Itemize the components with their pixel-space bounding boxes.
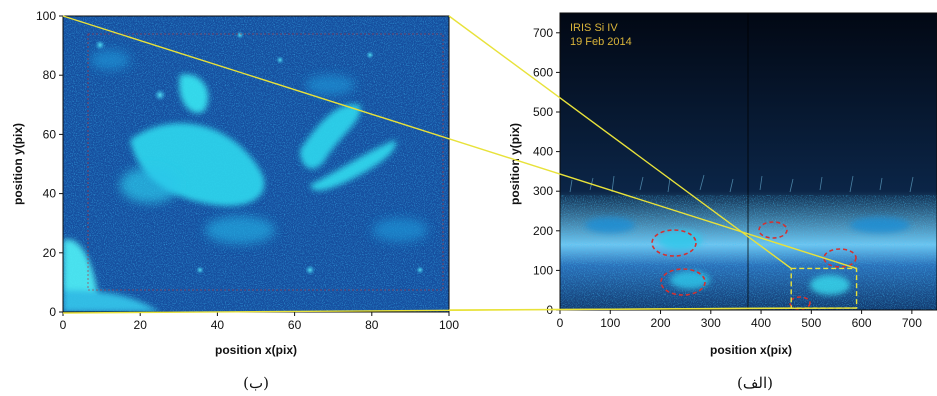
zoom-connector-line <box>448 307 857 311</box>
feature-circle <box>758 221 788 239</box>
x-tick-label: 100 <box>439 318 459 332</box>
zoom-connector-lines <box>62 15 857 314</box>
panel-b-y-label: position y(pix) <box>11 123 25 205</box>
y-tick-label: 700 <box>533 26 553 40</box>
feature-circle <box>789 296 811 310</box>
y-tick-label: 0 <box>49 305 56 319</box>
feature-circle <box>660 268 706 296</box>
x-tick-label: 20 <box>134 318 148 332</box>
x-tick-label: 100 <box>600 316 620 330</box>
instrument-label: IRIS Si IV <box>570 22 618 34</box>
y-tick-label: 100 <box>36 9 56 23</box>
x-tick-label: 700 <box>902 316 922 330</box>
panel-b-x-label: position x(pix) <box>215 343 297 357</box>
y-tick-label: 40 <box>43 187 57 201</box>
panel-b: 0 20 40 60 80 100 0 20 40 60 80 100 position x(pix… <box>11 9 459 357</box>
x-tick-label: 600 <box>852 316 872 330</box>
panel-a: IRIS Si IV 19 Feb 2014 0 100 200 300 400 500 6… <box>508 12 937 357</box>
panel-b-y-ticks: 0 20 40 60 80 100 <box>36 9 63 319</box>
x-tick-label: 40 <box>211 318 225 332</box>
x-tick-label: 400 <box>751 316 771 330</box>
y-tick-label: 500 <box>533 105 553 119</box>
y-tick-label: 200 <box>533 224 553 238</box>
y-tick-label: 60 <box>43 127 57 141</box>
y-tick-label: 80 <box>43 68 57 82</box>
x-tick-label: 300 <box>701 316 721 330</box>
x-tick-label: 0 <box>557 316 564 330</box>
panel-a-y-label: position y(pix) <box>508 123 522 205</box>
x-tick-label: 60 <box>288 318 302 332</box>
panel-a-image: IRIS Si IV 19 Feb 2014 <box>560 13 937 310</box>
x-tick-label: 200 <box>651 316 671 330</box>
feature-circle <box>823 248 857 268</box>
x-tick-label: 80 <box>365 318 379 332</box>
y-tick-label: 100 <box>533 263 553 277</box>
y-tick-label: 300 <box>533 184 553 198</box>
date-label: 19 Feb 2014 <box>570 36 632 48</box>
panel-a-x-ticks: 0 100 200 300 400 500 600 700 <box>557 310 922 330</box>
x-tick-label: 0 <box>60 318 67 332</box>
caption-left: (ب) <box>243 374 269 392</box>
feature-circle <box>651 229 697 257</box>
feature-markers <box>651 221 857 310</box>
caption-right: (الف) <box>737 374 773 392</box>
y-tick-label: 400 <box>533 145 553 159</box>
x-tick-label: 500 <box>801 316 821 330</box>
panel-b-image <box>63 16 449 312</box>
panel-b-x-ticks: 0 20 40 60 80 100 <box>60 312 459 332</box>
y-tick-label: 20 <box>43 246 57 260</box>
zoom-connector-line <box>448 15 792 269</box>
panel-a-frame <box>559 12 937 311</box>
panel-a-x-label: position x(pix) <box>710 343 792 357</box>
zoom-connector-line <box>62 15 857 270</box>
y-tick-label: 600 <box>533 65 553 79</box>
